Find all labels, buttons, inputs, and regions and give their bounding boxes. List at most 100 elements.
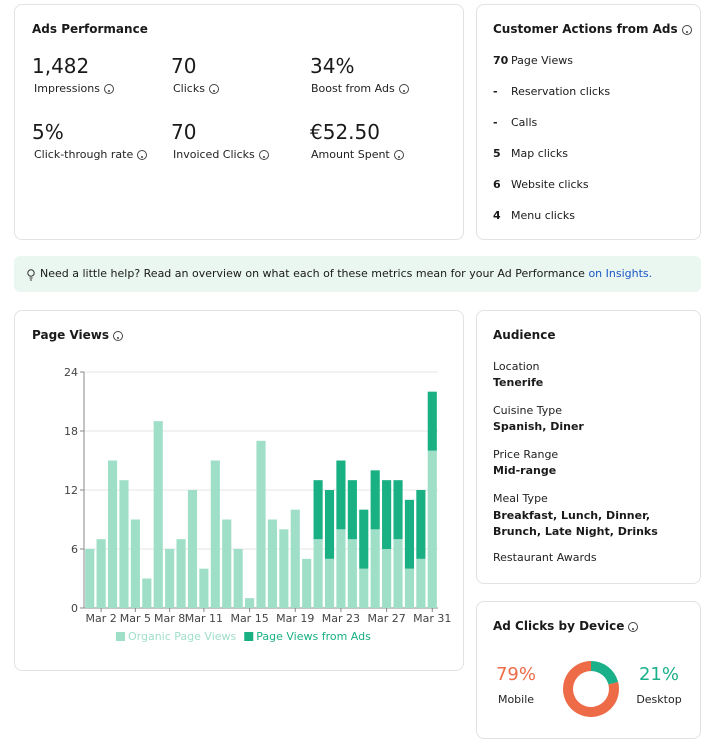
- bar: [347, 539, 357, 608]
- bar: [119, 480, 129, 608]
- legend-label: Page Views from Ads: [256, 630, 371, 643]
- metric-label-text: Boost from Ads: [311, 82, 395, 95]
- action-count: 4: [493, 209, 501, 222]
- action-count: 70: [493, 54, 509, 67]
- bar: [404, 499, 415, 569]
- y-tick-label: 0: [71, 602, 78, 615]
- help-icon[interactable]: [681, 24, 692, 35]
- help-icon[interactable]: [103, 84, 114, 94]
- bar: [359, 568, 369, 608]
- bar: [370, 470, 380, 530]
- bar: [290, 509, 300, 608]
- bar: [267, 519, 277, 608]
- metric-value: 70: [171, 54, 197, 78]
- bar: [187, 490, 198, 608]
- metric-label-text: Amount Spent: [311, 148, 390, 161]
- legend-swatch: [116, 632, 125, 641]
- action-label: Page Views: [511, 54, 573, 67]
- device-label: Desktop: [636, 693, 681, 706]
- bar: [233, 549, 243, 608]
- bar: [256, 440, 266, 608]
- bar: [165, 549, 175, 608]
- metric-label: Boost from Ads: [311, 82, 409, 95]
- metric-value: 1,482: [32, 54, 90, 78]
- x-tick-label: Mar 8: [154, 612, 185, 625]
- audience-value: Breakfast, Lunch, Dinner, Brunch, Late N…: [493, 509, 658, 538]
- help-icon[interactable]: [628, 621, 639, 632]
- action-row: 5 Map clicks: [493, 147, 568, 160]
- x-tick-label: Mar 15: [230, 612, 268, 625]
- page-views-chart: 0 6 12 18 24 Mar 2 Mar 5 Mar 8 Mar 11 Mar 15 Mar 1…: [64, 366, 451, 643]
- x-tick-label: Mar 19: [276, 612, 314, 625]
- bar: [107, 460, 118, 608]
- x-tick-label: Mar 23: [322, 612, 360, 625]
- card-title: Audience: [493, 328, 556, 342]
- bar: [416, 490, 426, 559]
- bar: [176, 539, 186, 608]
- help-banner: Need a little help? Read an overview on …: [14, 256, 701, 292]
- bar: [199, 568, 209, 608]
- bar: [382, 549, 392, 608]
- metric-label-text: Clicks: [173, 82, 205, 95]
- bar: [393, 539, 403, 608]
- audience-label: Location: [493, 360, 540, 373]
- bar: [416, 558, 426, 608]
- help-icon[interactable]: [393, 150, 404, 160]
- audience-label: Cuisine Type: [493, 404, 562, 417]
- x-tick-label: Mar 31: [413, 612, 451, 625]
- x-tick-label: Mar 5: [120, 612, 151, 625]
- bar: [324, 558, 335, 608]
- bar: [427, 450, 437, 608]
- legend-label: Organic Page Views: [128, 630, 237, 643]
- bar: [279, 529, 289, 608]
- x-tick-label: Mar 27: [367, 612, 405, 625]
- bar: [245, 598, 255, 608]
- action-label: Calls: [511, 116, 538, 129]
- device-percent: 21%: [639, 664, 679, 685]
- help-message: Need a little help? Read an overview on …: [40, 267, 585, 280]
- action-label: Reservation clicks: [511, 85, 611, 98]
- bar: [130, 519, 140, 608]
- donut-segment: [563, 661, 619, 717]
- metric-label: Impressions: [34, 82, 114, 95]
- action-count: -: [493, 85, 498, 98]
- bar: [96, 539, 106, 608]
- metric-label-text: Click-through rate: [34, 148, 134, 161]
- audience-label: Restaurant Awards: [493, 551, 597, 564]
- metric-label-text: Impressions: [34, 82, 100, 95]
- card-title: Customer Actions from Ads: [493, 22, 692, 36]
- bar: [393, 480, 403, 540]
- bar: [359, 509, 369, 569]
- bar: [142, 578, 152, 608]
- help-icon[interactable]: [398, 84, 409, 94]
- help-icon[interactable]: [208, 84, 219, 94]
- help-icon[interactable]: [137, 150, 148, 160]
- card-title: Page Views: [32, 328, 124, 342]
- action-row: 70 Page Views: [493, 54, 573, 67]
- audience-value: Spanish, Diner: [493, 420, 584, 433]
- metric-label: Amount Spent: [311, 148, 404, 161]
- bar: [336, 529, 346, 608]
- x-tick-label: Mar 11: [185, 612, 223, 625]
- action-count: 6: [493, 178, 501, 191]
- card-title-text: Customer Actions from Ads: [493, 22, 678, 36]
- y-tick-label: 12: [64, 484, 78, 497]
- insights-link[interactable]: on Insights.: [588, 267, 653, 280]
- metric-label: Invoiced Clicks: [173, 148, 269, 161]
- action-row: 4 Menu clicks: [493, 209, 575, 222]
- legend-swatch: [244, 632, 254, 641]
- card-title: Ads Performance: [32, 22, 148, 36]
- metric-value: €52.50: [310, 120, 380, 144]
- card-title: Ad Clicks by Device: [493, 619, 639, 633]
- y-tick-label: 24: [64, 366, 78, 379]
- bar: [313, 539, 323, 608]
- bar: [313, 480, 323, 540]
- metric-label: Clicks: [173, 82, 219, 95]
- help-icon[interactable]: [258, 150, 269, 160]
- audience-label: Meal Type: [493, 492, 548, 505]
- bar: [153, 421, 163, 608]
- bar: [85, 549, 95, 608]
- help-icon[interactable]: [113, 330, 124, 341]
- bar: [404, 568, 415, 608]
